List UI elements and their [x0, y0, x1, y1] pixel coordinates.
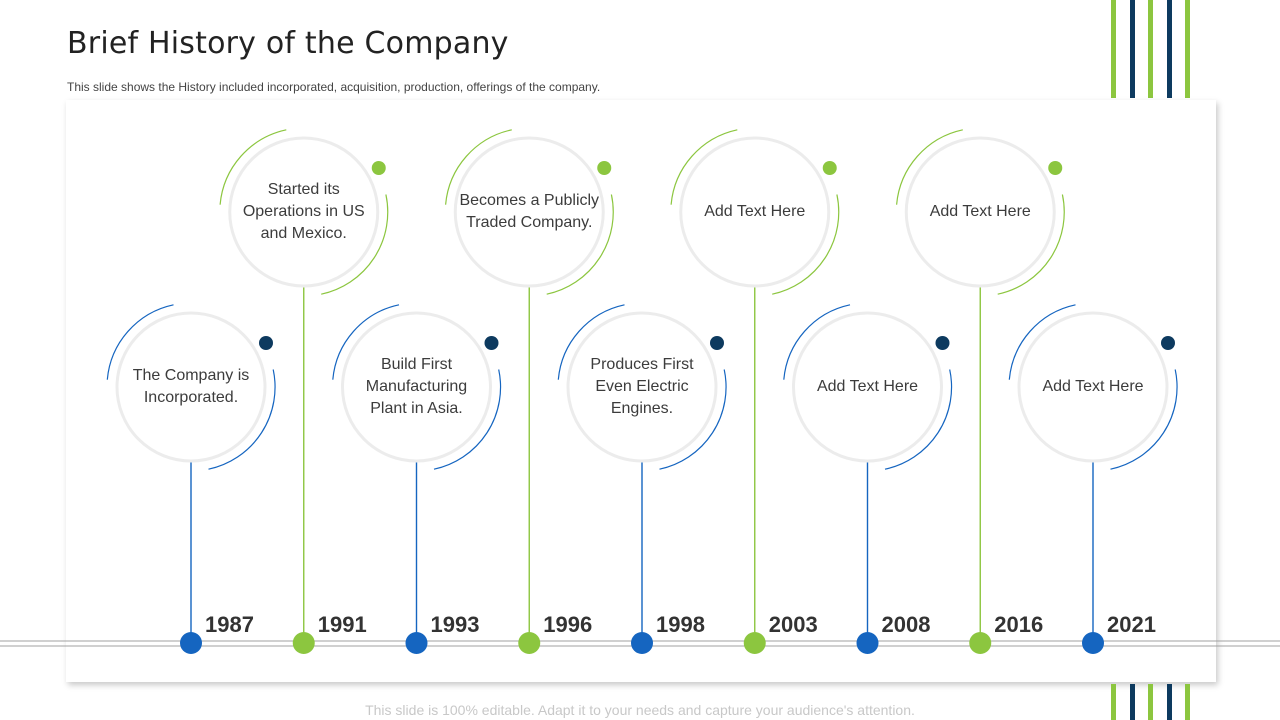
milestone-accent-dot	[1048, 161, 1063, 175]
milestone-arc	[321, 194, 389, 295]
timeline-node	[856, 632, 879, 654]
milestone-arc	[219, 129, 287, 205]
page-subtitle: This slide shows the History included in…	[67, 80, 601, 94]
decor-stripe	[1148, 684, 1153, 720]
milestone-year: 1998	[656, 612, 705, 637]
milestone-arc	[332, 304, 400, 380]
timeline-node	[292, 632, 315, 654]
decor-stripe	[1148, 0, 1153, 98]
decor-stripe	[1167, 684, 1172, 720]
milestone-arc	[659, 369, 727, 470]
milestone-year: 2021	[1107, 612, 1156, 637]
milestone-text: Produces First Even Electric Engines.	[590, 356, 694, 417]
milestone-year: 1993	[430, 612, 480, 637]
milestone-accent-dot	[259, 336, 273, 350]
milestone-circle	[341, 311, 492, 463]
footer-note: This slide is 100% editable. Adapt it to…	[365, 702, 915, 718]
milestone-text: Add Text Here	[816, 378, 919, 395]
timeline-node	[405, 632, 428, 654]
milestone-arc	[433, 369, 502, 470]
decor-stripe	[1185, 0, 1190, 98]
milestone-arc	[1008, 304, 1076, 380]
milestone-text: Build First Manufacturing Plant in Asia.	[365, 356, 468, 417]
decor-stripe	[1111, 684, 1116, 720]
timeline-node	[631, 632, 653, 654]
milestone-circle	[228, 136, 380, 288]
timeline-node	[1082, 632, 1104, 654]
milestone-arc	[106, 304, 174, 380]
milestone-accent-dot	[484, 336, 499, 350]
milestone-arc	[557, 304, 625, 380]
milestone-text: Add Text Here	[929, 203, 1031, 220]
milestone-arc	[772, 194, 840, 295]
milestone-arc	[546, 194, 614, 295]
milestone-text: Started its Operations in US and Mexico.	[242, 181, 365, 242]
milestone-text: Add Text Here	[1042, 378, 1144, 395]
milestone-text: The Company is Incorporated.	[132, 367, 250, 406]
milestone-accent-dot	[597, 161, 612, 175]
milestone-accent-dot	[935, 336, 950, 350]
timeline-node	[969, 632, 992, 654]
milestone-year: 2008	[881, 612, 931, 637]
milestone-circle	[566, 311, 718, 463]
milestone-circle	[1017, 311, 1169, 463]
decor-stripe	[1167, 0, 1172, 98]
decor-stripe	[1130, 0, 1135, 98]
decor-stripe	[1111, 0, 1116, 98]
timeline-node	[180, 632, 202, 654]
milestone-circle	[904, 136, 1056, 288]
decor-stripe	[1130, 684, 1135, 720]
milestone-circle	[453, 136, 605, 288]
milestone-accent-dot	[822, 161, 837, 175]
milestone-year: 2003	[768, 612, 818, 637]
milestone-circle	[115, 311, 267, 463]
milestone-arc	[884, 369, 953, 470]
milestone-circle	[679, 136, 831, 288]
milestone-accent-dot	[710, 336, 724, 350]
milestone-arc	[208, 369, 276, 470]
milestone-accent-dot	[1161, 336, 1175, 350]
milestone-arc	[896, 129, 963, 205]
milestone-text: Becomes a Publicly Traded Company.	[459, 192, 600, 231]
milestone-arc	[670, 129, 738, 205]
milestone-circle	[792, 311, 943, 463]
milestone-year: 2016	[994, 612, 1044, 637]
milestone-text: Add Text Here	[704, 203, 806, 220]
milestone-year: 1987	[205, 612, 254, 637]
page-title: Brief History of the Company	[67, 26, 509, 61]
milestone-arc	[783, 304, 851, 380]
milestone-year: 1991	[317, 612, 367, 637]
timeline-node	[518, 632, 541, 654]
timeline-node	[743, 632, 766, 654]
milestone-arc	[1110, 369, 1178, 470]
milestone-arc	[997, 194, 1065, 295]
milestone-year: 1996	[543, 612, 593, 637]
decor-stripe	[1185, 684, 1190, 720]
milestone-arc	[445, 129, 512, 205]
milestone-accent-dot	[371, 161, 386, 175]
